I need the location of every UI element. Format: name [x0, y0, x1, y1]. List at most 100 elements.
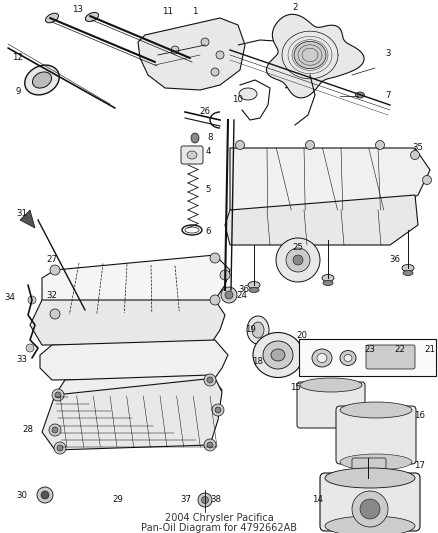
Text: 11: 11 [162, 7, 173, 17]
Polygon shape [294, 42, 326, 69]
Ellipse shape [249, 287, 259, 293]
Circle shape [210, 295, 220, 305]
Ellipse shape [344, 354, 352, 361]
Circle shape [220, 270, 230, 280]
Ellipse shape [317, 353, 327, 362]
Text: 33: 33 [17, 356, 28, 365]
Text: 36: 36 [389, 255, 400, 264]
Ellipse shape [187, 151, 197, 159]
Text: 12: 12 [13, 53, 24, 62]
Circle shape [171, 46, 179, 54]
Text: 1: 1 [192, 7, 198, 17]
Circle shape [55, 392, 61, 398]
Circle shape [210, 253, 220, 263]
Circle shape [54, 442, 66, 454]
Text: 15: 15 [290, 384, 301, 392]
Text: 7: 7 [385, 92, 391, 101]
Ellipse shape [300, 378, 362, 392]
Circle shape [207, 377, 213, 383]
Circle shape [201, 38, 209, 46]
Circle shape [50, 309, 60, 319]
Text: Pan-Oil Diagram for 4792662AB: Pan-Oil Diagram for 4792662AB [141, 523, 297, 533]
Circle shape [221, 287, 237, 303]
Circle shape [204, 374, 216, 386]
Polygon shape [138, 18, 245, 90]
Polygon shape [20, 210, 35, 228]
Circle shape [216, 51, 224, 59]
Circle shape [236, 141, 244, 149]
Polygon shape [55, 375, 222, 408]
Ellipse shape [312, 349, 332, 367]
Circle shape [201, 497, 208, 504]
Text: 20: 20 [297, 332, 307, 341]
Circle shape [26, 344, 34, 352]
Text: 3: 3 [385, 50, 391, 59]
Polygon shape [230, 148, 430, 210]
Text: 2004 Chrysler Pacifica: 2004 Chrysler Pacifica [165, 513, 273, 523]
Circle shape [360, 499, 380, 519]
Ellipse shape [247, 316, 269, 344]
Text: 30: 30 [17, 491, 28, 500]
Circle shape [57, 445, 63, 451]
Ellipse shape [325, 516, 415, 533]
Ellipse shape [340, 402, 412, 418]
Text: 29: 29 [113, 496, 124, 505]
Text: 32: 32 [46, 292, 57, 301]
Polygon shape [40, 340, 228, 380]
Circle shape [52, 427, 58, 433]
Text: 8: 8 [207, 133, 213, 142]
Text: 6: 6 [205, 228, 211, 237]
Text: 37: 37 [180, 496, 191, 505]
FancyBboxPatch shape [336, 406, 416, 464]
Ellipse shape [340, 351, 356, 366]
Circle shape [50, 265, 60, 275]
Polygon shape [225, 195, 418, 245]
Text: 9: 9 [15, 87, 21, 96]
Circle shape [204, 439, 216, 451]
Text: 13: 13 [73, 5, 84, 14]
Ellipse shape [340, 454, 412, 470]
Ellipse shape [403, 271, 413, 276]
Circle shape [198, 493, 212, 507]
Circle shape [28, 296, 36, 304]
Text: 34: 34 [4, 294, 15, 303]
Text: 23: 23 [364, 345, 375, 354]
Ellipse shape [402, 264, 414, 271]
Text: 2: 2 [292, 4, 298, 12]
Text: 28: 28 [22, 425, 33, 434]
Polygon shape [266, 14, 364, 98]
Circle shape [276, 238, 320, 282]
Circle shape [49, 424, 61, 436]
Text: 36: 36 [239, 286, 250, 295]
Circle shape [215, 407, 221, 413]
Circle shape [52, 389, 64, 401]
Text: 14: 14 [312, 496, 324, 505]
Ellipse shape [85, 12, 99, 22]
Circle shape [37, 487, 53, 503]
Ellipse shape [263, 341, 293, 369]
Text: 26: 26 [199, 108, 211, 117]
Text: 25: 25 [293, 244, 304, 253]
Circle shape [225, 291, 233, 299]
Text: 18: 18 [252, 358, 264, 367]
Circle shape [305, 141, 314, 149]
Ellipse shape [239, 88, 257, 100]
FancyBboxPatch shape [297, 382, 365, 428]
Text: 35: 35 [413, 143, 424, 152]
Ellipse shape [25, 65, 59, 95]
Polygon shape [30, 300, 225, 345]
FancyBboxPatch shape [352, 458, 386, 480]
Text: 4: 4 [205, 148, 211, 157]
Text: 17: 17 [414, 462, 425, 471]
FancyBboxPatch shape [320, 473, 420, 531]
Ellipse shape [46, 13, 59, 23]
Polygon shape [42, 255, 230, 315]
Circle shape [31, 321, 39, 329]
Ellipse shape [191, 133, 199, 143]
Circle shape [375, 141, 385, 149]
Circle shape [41, 491, 49, 499]
Text: 27: 27 [46, 255, 57, 264]
Text: 21: 21 [424, 345, 435, 354]
Ellipse shape [356, 92, 364, 98]
Text: 22: 22 [395, 345, 406, 354]
